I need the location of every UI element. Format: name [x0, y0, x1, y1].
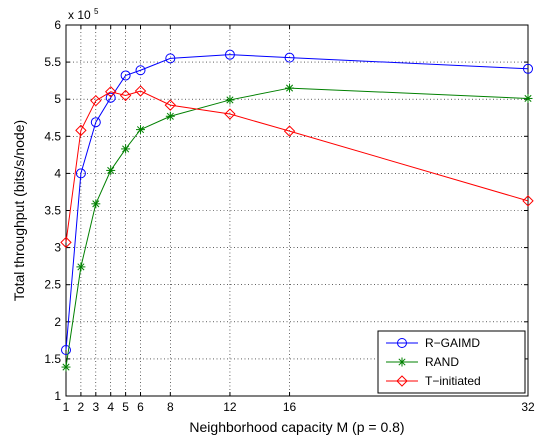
grid [66, 25, 528, 396]
data-point [165, 111, 175, 121]
data-point [135, 65, 146, 76]
x-tick-label: 5 [122, 400, 129, 414]
y-tick-label: 6 [54, 18, 61, 32]
series-line [65, 90, 529, 243]
y-tick-label: 4.5 [44, 129, 61, 143]
x-tick-label: 2 [78, 400, 85, 414]
data-point [136, 125, 146, 135]
data-point [224, 108, 236, 120]
x-tick-label: 1 [63, 400, 70, 414]
x-tick-label: 4 [107, 400, 114, 414]
star-stroke [524, 94, 532, 103]
legend: R−GAIMD RAND T−initiated [377, 330, 526, 394]
data-point [61, 362, 71, 372]
star-stroke [92, 200, 100, 208]
data-point [105, 86, 117, 98]
series-2 [60, 85, 534, 249]
data-point [120, 70, 131, 81]
data-point [75, 124, 87, 137]
x-axis-label: Neighborhood capacity M (p = 0.8) [189, 419, 404, 435]
data-point [91, 199, 101, 209]
legend-marker [397, 357, 407, 367]
data-point [523, 93, 533, 103]
data-point [283, 125, 296, 137]
series-line [65, 54, 529, 351]
data-point [164, 99, 177, 111]
legend-label: R−GAIMD [425, 336, 480, 350]
data-point [76, 262, 86, 272]
data-series [60, 49, 534, 372]
star-stroke [166, 112, 174, 120]
y-axis-multiplier-base: x 10 [68, 8, 91, 22]
y-tick-label: 1.5 [44, 352, 61, 366]
data-point [225, 95, 235, 105]
legend-label: RAND [425, 355, 459, 369]
legend-marker [397, 338, 407, 348]
series-line [65, 87, 529, 368]
x-tick-label: 8 [167, 400, 174, 414]
data-point [61, 344, 71, 355]
legend-entry: R−GAIMD [386, 336, 480, 350]
y-axis-label: Total throughput (bits/s/node) [11, 120, 27, 301]
data-point [90, 94, 102, 107]
star-stroke [398, 358, 406, 366]
data-point [522, 195, 534, 207]
y-tick-label: 2.5 [44, 278, 61, 292]
data-point [119, 89, 132, 102]
data-point [121, 144, 131, 154]
x-tick-label: 6 [137, 400, 144, 414]
y-tick-label: 3.5 [44, 204, 61, 218]
y-tick-label: 4 [54, 166, 61, 180]
data-point [90, 117, 101, 128]
y-axis-multiplier-exponent: 5 [94, 7, 99, 16]
y-tick-label: 1 [54, 389, 61, 403]
series-0 [61, 49, 533, 355]
x-tick-label: 3 [92, 400, 99, 414]
data-point [165, 53, 176, 64]
legend-entry: T−initiated [386, 374, 481, 388]
data-point [523, 63, 533, 74]
series-1 [61, 83, 533, 372]
data-point [106, 165, 116, 175]
legend-label: T−initiated [425, 374, 481, 388]
y-tick-label: 5.5 [44, 55, 61, 69]
data-point [75, 168, 86, 179]
data-point [285, 83, 295, 93]
y-axis-multiplier: x 10 5 [68, 7, 99, 22]
data-point [224, 49, 235, 60]
star-stroke [122, 145, 130, 153]
star-stroke [285, 84, 294, 92]
star-stroke [107, 166, 115, 174]
star-stroke [62, 363, 70, 371]
y-tick-label: 3 [54, 241, 61, 255]
star-stroke [136, 126, 145, 134]
y-tick-label: 5 [54, 92, 61, 106]
star-stroke [226, 96, 234, 104]
x-tick-label: 16 [283, 400, 297, 414]
star-stroke [77, 263, 85, 271]
x-tick-label: 32 [521, 400, 535, 414]
legend-entry: RAND [386, 355, 459, 369]
y-tick-label: 2 [54, 315, 61, 329]
x-tick-label: 12 [223, 400, 237, 414]
data-point [105, 92, 116, 103]
data-point [134, 85, 147, 97]
data-point [284, 52, 295, 63]
legend-marker [396, 375, 408, 387]
data-point [60, 236, 72, 249]
